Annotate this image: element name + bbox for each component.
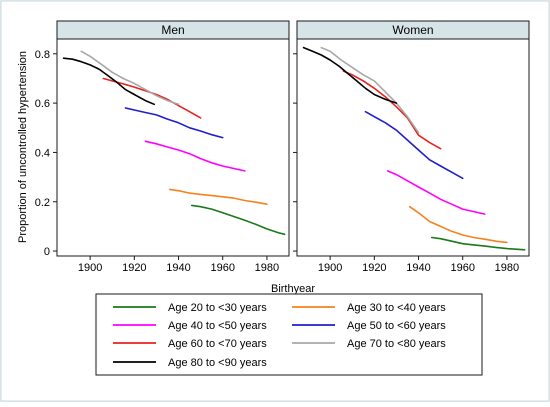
series-line-3	[124, 107, 224, 139]
x-tick-label: 1960	[450, 262, 474, 274]
legend-label-5: Age 70 to <80 years	[347, 338, 446, 350]
legend-label-6: Age 80 to <90 years	[168, 357, 267, 369]
y-axis-label: Proportion of uncontrolled hypertension	[17, 51, 29, 243]
series-line-6	[302, 46, 398, 104]
panel-title-0: Men	[161, 23, 184, 37]
y-tick-label: 0.2	[35, 197, 50, 209]
legend-label-0: Age 20 to <30 years	[168, 302, 267, 314]
x-tick-label: 1940	[166, 262, 190, 274]
series-line-0	[191, 204, 286, 236]
series-line-2	[144, 140, 246, 172]
series-line-1	[408, 205, 508, 244]
panel-title-1: Women	[392, 23, 433, 37]
y-tick-label: 0	[44, 246, 50, 258]
legend-box	[95, 293, 483, 376]
series-line-2	[386, 170, 486, 215]
legend-label-4: Age 60 to <70 years	[168, 338, 267, 350]
y-tick-label: 0.6	[35, 98, 50, 110]
y-tick-label: 0.8	[35, 49, 50, 61]
series-line-3	[364, 110, 464, 180]
series-line-1	[168, 188, 268, 205]
legend-label-1: Age 30 to <40 years	[347, 302, 446, 314]
x-tick-label: 1920	[122, 262, 146, 274]
x-tick-label: 1980	[495, 262, 519, 274]
x-tick-label: 1960	[210, 262, 234, 274]
x-tick-label: 1940	[406, 262, 430, 274]
x-tick-label: 1900	[78, 262, 102, 274]
series-line-6	[62, 57, 155, 106]
x-axis-label: Birthyear	[271, 283, 315, 295]
plot-area-0	[56, 38, 290, 257]
x-tick-label: 1900	[318, 262, 342, 274]
legend-label-3: Age 50 to <60 years	[347, 320, 446, 332]
series-line-5	[80, 50, 180, 106]
series-line-0	[431, 236, 526, 251]
plot-area-1	[296, 38, 530, 257]
series-line-5	[320, 46, 420, 134]
legend-label-2: Age 40 to <50 years	[168, 320, 267, 332]
x-tick-label: 1980	[255, 262, 279, 274]
x-tick-label: 1920	[362, 262, 386, 274]
chart-layer: Proportion of uncontrolled hypertension M…	[17, 20, 530, 376]
y-tick-label: 0.4	[35, 147, 50, 159]
